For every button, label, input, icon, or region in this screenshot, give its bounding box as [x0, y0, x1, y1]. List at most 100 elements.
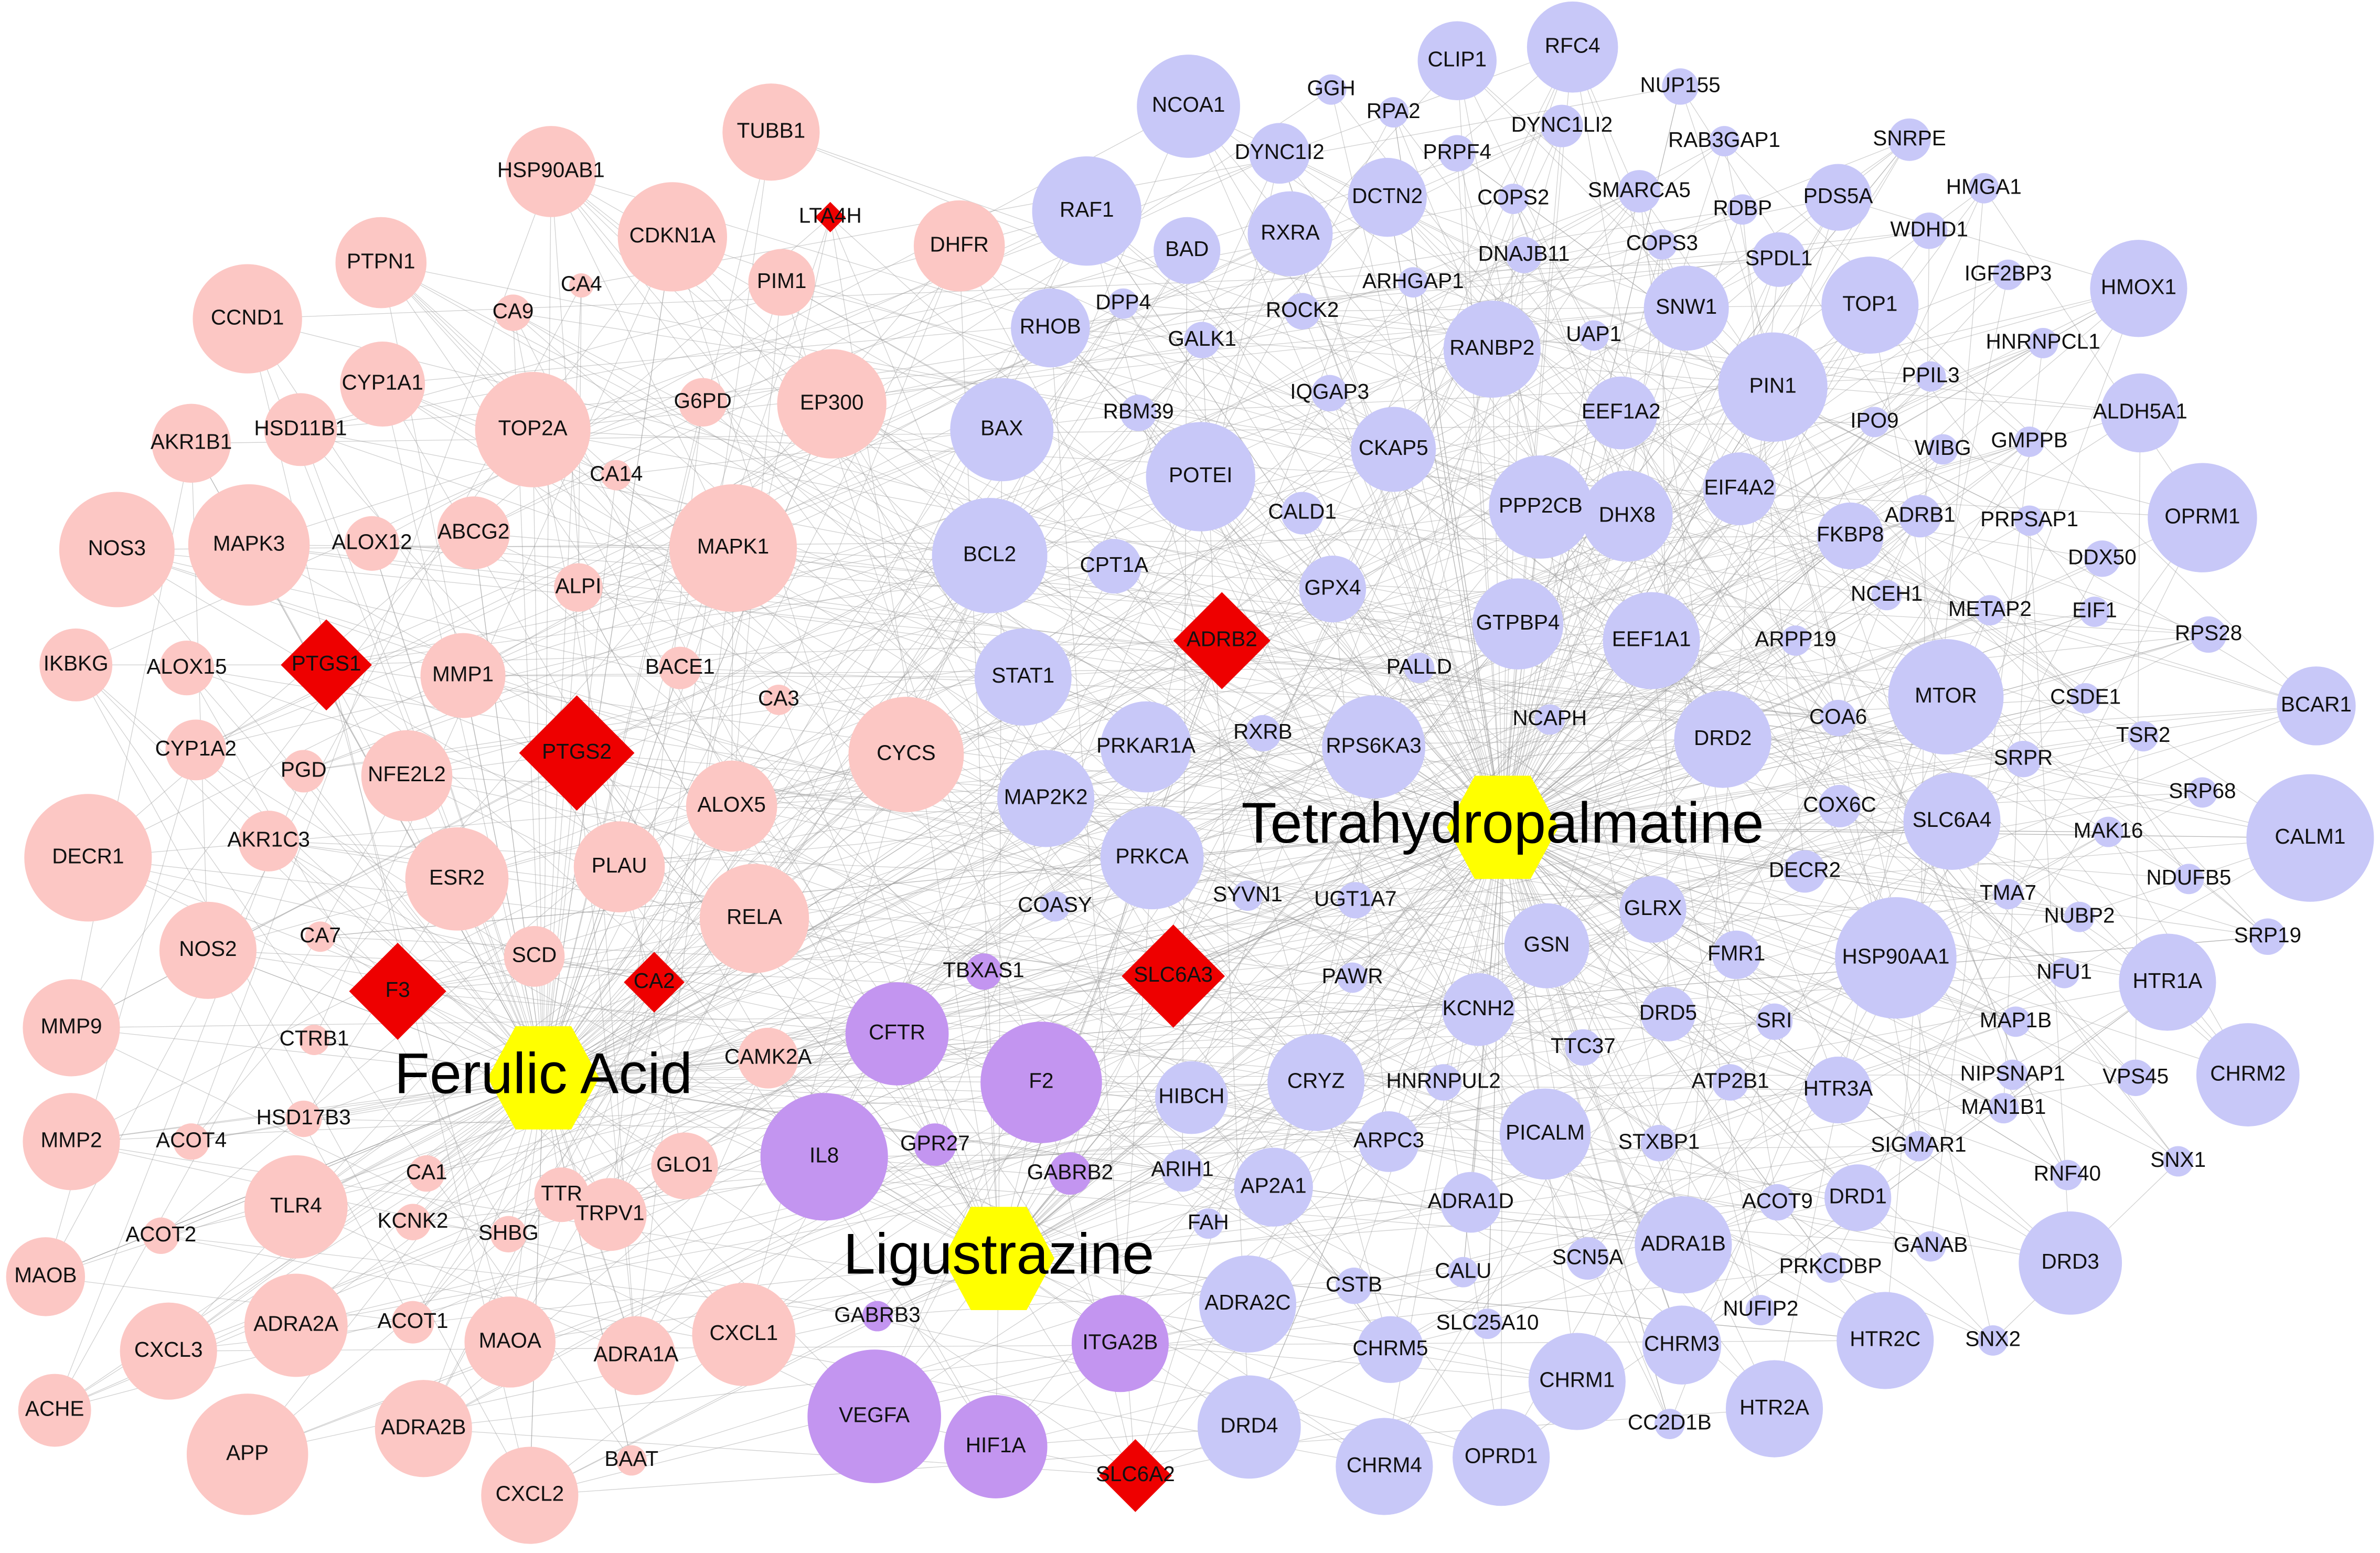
edge: [54, 610, 1990, 1411]
target-node: [282, 750, 325, 793]
target-node: [505, 126, 597, 217]
target-node: [1820, 699, 1856, 737]
node-label: NCOA1: [1152, 92, 1225, 116]
node-label: RPS6KA3: [1326, 733, 1421, 757]
node-label: DHFR: [930, 232, 988, 256]
edge: [1023, 676, 1503, 828]
target-node: [1100, 806, 1204, 910]
node-label: PPP2CB: [1499, 493, 1583, 517]
target-node: [1837, 1292, 1934, 1389]
target-node: [1898, 495, 1941, 538]
edge: [1457, 60, 1503, 827]
target-node: [1759, 1184, 1796, 1221]
node-label: HSP90AA1: [1842, 944, 1950, 968]
target-node: [361, 730, 453, 822]
edge: [543, 171, 552, 1078]
edge: [778, 246, 960, 700]
node-label: UGT1A7: [1314, 887, 1397, 911]
target-node: [1199, 1255, 1297, 1353]
node-label: SCN5A: [1552, 1244, 1623, 1269]
edge: [208, 412, 2140, 951]
target-node: [344, 516, 400, 571]
node-label: HIBCH: [1158, 1084, 1224, 1108]
edge: [1683, 696, 1947, 1245]
edge: [543, 217, 831, 1078]
edge: [1502, 827, 2071, 1263]
edge: [983, 594, 1887, 972]
edge: [1502, 827, 1660, 1144]
edge: [1393, 449, 1503, 828]
node-label: HSD11B1: [254, 416, 347, 440]
target-node: [1472, 1309, 1503, 1339]
target-node: [848, 697, 964, 812]
node-label: CFTR: [869, 1020, 925, 1044]
target-node: [143, 1217, 179, 1254]
edge: [619, 705, 2317, 867]
edge: [680, 566, 1114, 668]
target-node: [1997, 1059, 2028, 1090]
nodes: TUBB1 HSP90AB1 CDKN1A PIM1 DHFR CA4 CA9 PTPN1 CC…: [6, 1, 2374, 1544]
node-label: SLC25A10: [1436, 1310, 1539, 1334]
target-node: [1805, 164, 1872, 231]
target-node: [2100, 373, 2180, 453]
edge: [1850, 535, 2086, 699]
edge: [1388, 827, 1503, 1142]
target-node: [1993, 259, 2024, 290]
node-label: SCD: [512, 943, 557, 967]
edge: [1200, 476, 1503, 828]
node-label: EIF1: [2072, 598, 2117, 622]
edge: [1627, 516, 2068, 1175]
node-label: RAB3GAP1: [1668, 127, 1780, 152]
node-label: CPT1A: [1080, 552, 1149, 577]
target-node: [1640, 986, 1696, 1041]
node-label: CA7: [300, 923, 341, 947]
edge: [380, 262, 779, 700]
edge: [1123, 209, 1743, 304]
target-node: [692, 1282, 796, 1386]
node-label: GLO1: [656, 1152, 713, 1176]
target-node: [596, 1316, 676, 1396]
target-node: [2079, 597, 2110, 627]
edge: [543, 587, 579, 1078]
edge: [998, 623, 1518, 1259]
edge: [195, 749, 544, 1078]
node-label: TBXAS1: [943, 958, 1024, 982]
compound-label: Tetrahydropalmatine: [1242, 791, 1764, 855]
node-label: COPS2: [1477, 185, 1549, 209]
edge: [2029, 520, 2071, 1263]
node-label: MAK16: [2074, 818, 2143, 842]
node-label: ABCG2: [437, 519, 509, 543]
target-node: [1249, 123, 1310, 184]
edge: [684, 733, 1263, 1166]
target-node: [1727, 194, 1758, 225]
target-node: [1183, 322, 1221, 358]
target-node: [1281, 492, 1324, 535]
edge: [1587, 821, 1952, 1259]
node-label: COA6: [1809, 704, 1867, 728]
target-node: [1049, 1152, 1092, 1195]
target-node: [1348, 157, 1427, 237]
node-label: CHRM5: [1352, 1336, 1428, 1360]
edge: [247, 318, 2311, 838]
target-node: [2117, 1059, 2154, 1097]
target-node: [1582, 470, 1673, 562]
edge: [543, 449, 1943, 1078]
node-label: GPX4: [1304, 575, 1361, 599]
edge: [1302, 513, 1670, 1424]
edge: [168, 1077, 544, 1352]
node-label: ARPC3: [1353, 1128, 1424, 1152]
edge: [1502, 86, 1681, 828]
target-node: [1718, 332, 1828, 442]
target-node: [1357, 1316, 1424, 1383]
node-label: MMP1: [432, 662, 494, 686]
target-node: [1284, 293, 1321, 329]
edge: [1200, 476, 1952, 822]
node-label: METAP2: [1948, 597, 2032, 621]
node-label: CA9: [493, 299, 534, 323]
target-node: [1154, 217, 1221, 284]
node-label: HSP90AB1: [497, 158, 605, 182]
edge: [320, 827, 1503, 937]
edge: [1249, 1089, 1839, 1428]
edge: [190, 171, 551, 1142]
edge: [1502, 827, 2068, 1176]
